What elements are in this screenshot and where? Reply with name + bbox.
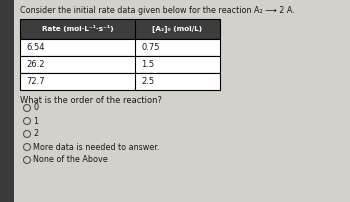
Text: 72.7: 72.7 xyxy=(26,77,45,86)
Text: Rate (mol·L⁻¹·s⁻¹): Rate (mol·L⁻¹·s⁻¹) xyxy=(42,25,113,33)
Text: More data is needed to answer.: More data is needed to answer. xyxy=(33,142,159,152)
Bar xyxy=(20,73,220,90)
Text: None of the Above: None of the Above xyxy=(33,156,108,164)
Bar xyxy=(20,56,220,73)
Text: [A₂]₀ (mol/L): [A₂]₀ (mol/L) xyxy=(153,25,203,33)
Text: 2: 2 xyxy=(33,129,38,139)
Bar xyxy=(20,39,220,56)
Text: 0.75: 0.75 xyxy=(141,43,160,52)
Text: 0: 0 xyxy=(33,103,38,113)
Bar xyxy=(0,0,14,202)
Text: What is the order of the reaction?: What is the order of the reaction? xyxy=(20,96,162,105)
Bar xyxy=(20,19,220,39)
Text: 1: 1 xyxy=(33,117,38,125)
Text: 1.5: 1.5 xyxy=(141,60,154,69)
Text: Consider the initial rate data given below for the reaction A₂ ⟶ 2 A.: Consider the initial rate data given bel… xyxy=(20,6,295,15)
Text: 2.5: 2.5 xyxy=(141,77,154,86)
Text: 26.2: 26.2 xyxy=(26,60,44,69)
Text: 6.54: 6.54 xyxy=(26,43,44,52)
